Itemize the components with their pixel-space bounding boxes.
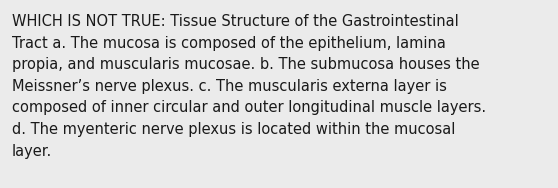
- Text: WHICH IS NOT TRUE: Tissue Structure of the Gastrointestinal
Tract a. The mucosa : WHICH IS NOT TRUE: Tissue Structure of t…: [12, 14, 486, 159]
